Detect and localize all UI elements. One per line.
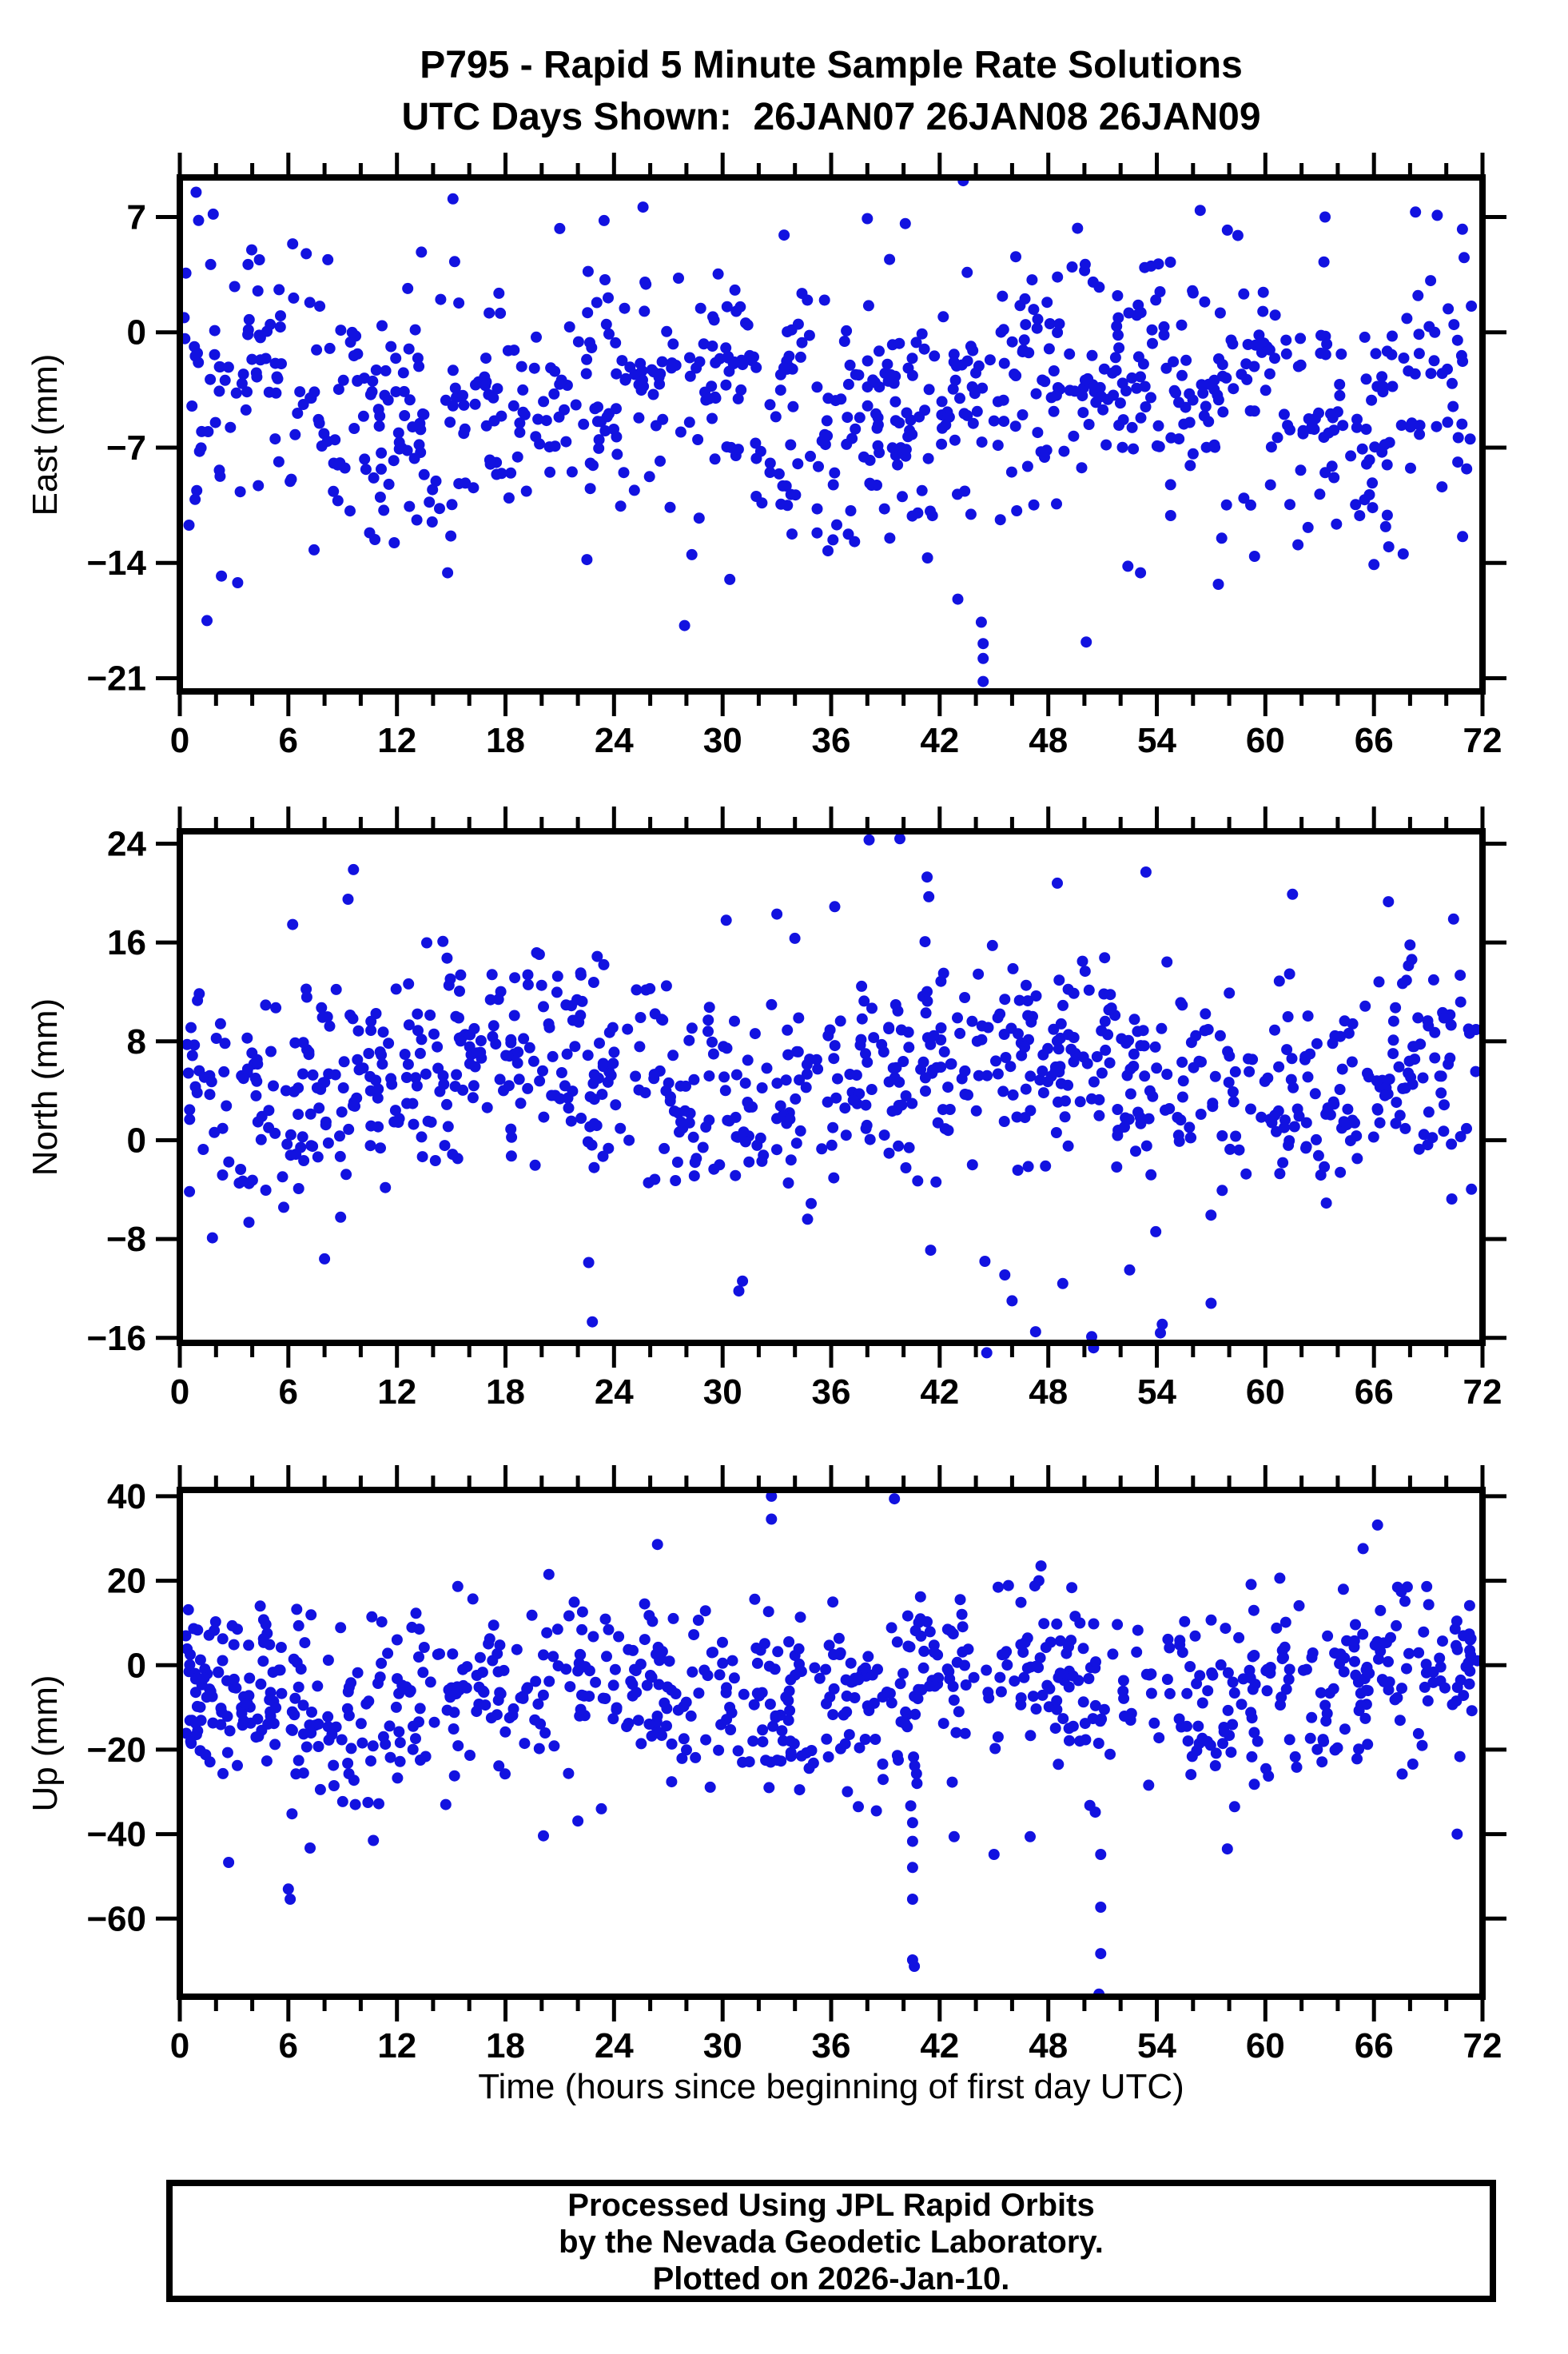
svg-text:0: 0 (170, 721, 189, 760)
svg-text:20: 20 (107, 1562, 146, 1601)
svg-text:24: 24 (595, 2026, 634, 2065)
y-axis-label-east: East (mm) (26, 353, 65, 516)
svg-text:60: 60 (1246, 721, 1285, 760)
svg-text:30: 30 (703, 2026, 742, 2065)
svg-text:42: 42 (920, 1372, 959, 1412)
svg-text:30: 30 (703, 721, 742, 760)
svg-text:18: 18 (486, 1372, 525, 1412)
svg-text:−21: −21 (86, 659, 146, 699)
svg-text:12: 12 (377, 721, 416, 760)
svg-text:24: 24 (595, 1372, 634, 1412)
svg-text:42: 42 (920, 2026, 959, 2065)
svg-text:60: 60 (1246, 1372, 1285, 1412)
svg-text:48: 48 (1029, 1372, 1068, 1412)
svg-text:18: 18 (486, 2026, 525, 2065)
svg-text:66: 66 (1355, 2026, 1394, 2065)
page-subtitle: UTC Days Shown: 26JAN07 26JAN08 26JAN09 (401, 96, 1261, 138)
svg-text:54: 54 (1137, 1372, 1176, 1412)
page-title: P795 - Rapid 5 Minute Sample Rate Soluti… (420, 44, 1243, 86)
footer-caption-box: Processed Using JPL Rapid Orbits by the … (166, 2180, 1496, 2302)
svg-text:42: 42 (920, 721, 959, 760)
y-axis-label-north: North (mm) (26, 998, 65, 1177)
svg-text:−16: −16 (86, 1319, 146, 1358)
svg-text:0: 0 (127, 1121, 146, 1161)
footer-line-3: Plotted on 2026-Jan-10. (652, 2261, 1010, 2296)
svg-text:54: 54 (1137, 2026, 1176, 2065)
svg-text:24: 24 (107, 825, 146, 864)
svg-text:60: 60 (1246, 2026, 1285, 2065)
y-axis-label-up: Up (mm) (26, 1675, 65, 1812)
svg-text:66: 66 (1355, 1372, 1394, 1412)
svg-text:72: 72 (1463, 1372, 1502, 1412)
panel-up: Up (mm) 0 6 12 18 24 30 36 42 48 54 60 66 72 40 20 0 −20… (0, 1465, 1568, 2065)
svg-text:−40: −40 (86, 1815, 146, 1854)
svg-text:36: 36 (812, 1372, 851, 1412)
svg-text:0: 0 (127, 1646, 146, 1685)
svg-text:6: 6 (279, 2026, 298, 2065)
svg-text:30: 30 (703, 1372, 742, 1412)
svg-text:16: 16 (107, 923, 146, 962)
svg-text:12: 12 (377, 1372, 416, 1412)
panel-east: East (mm) 0 6 12 18 24 30 36 42 48 54 60 66 72 7 0 −7 −1… (0, 153, 1568, 760)
svg-text:−20: −20 (86, 1731, 146, 1770)
svg-text:36: 36 (812, 721, 851, 760)
footer-line-2: by the Nevada Geodetic Laboratory. (559, 2225, 1104, 2260)
svg-text:−14: −14 (86, 544, 146, 583)
svg-text:54: 54 (1137, 721, 1176, 760)
svg-text:−8: −8 (106, 1220, 146, 1259)
svg-text:12: 12 (377, 2026, 416, 2065)
svg-text:72: 72 (1463, 721, 1502, 760)
up-scatter-plot: 0 6 12 18 24 30 36 42 48 54 60 66 72 40 20 0 −20 −40 −60 (86, 1465, 1506, 2065)
svg-text:24: 24 (595, 721, 634, 760)
svg-text:6: 6 (279, 1372, 298, 1412)
svg-text:0: 0 (170, 2026, 189, 2065)
svg-text:18: 18 (486, 721, 525, 760)
svg-text:−60: −60 (86, 1899, 146, 1938)
svg-text:0: 0 (170, 1372, 189, 1412)
x-axis-title: Time (hours since beginning of first day… (478, 2067, 1184, 2106)
svg-text:7: 7 (127, 198, 146, 237)
svg-text:40: 40 (107, 1477, 146, 1516)
svg-text:72: 72 (1463, 2026, 1502, 2065)
svg-text:8: 8 (127, 1022, 146, 1061)
svg-text:66: 66 (1355, 721, 1394, 760)
svg-text:6: 6 (279, 721, 298, 760)
svg-text:48: 48 (1029, 721, 1068, 760)
svg-text:0: 0 (127, 313, 146, 353)
svg-text:48: 48 (1029, 2026, 1068, 2065)
footer-line-1: Processed Using JPL Rapid Orbits (567, 2188, 1095, 2223)
svg-text:36: 36 (812, 2026, 851, 2065)
panel-north: North (mm) 0 6 12 18 24 30 36 42 48 54 60 66 72 24 16 8… (0, 807, 1568, 1412)
north-scatter-plot: 0 6 12 18 24 30 36 42 48 54 60 66 72 24 16 8 0 −8 −16 (86, 807, 1506, 1412)
east-scatter-plot: 0 6 12 18 24 30 36 42 48 54 60 66 72 7 0 −7 −14 −21 (86, 153, 1506, 760)
svg-text:−7: −7 (106, 428, 146, 468)
